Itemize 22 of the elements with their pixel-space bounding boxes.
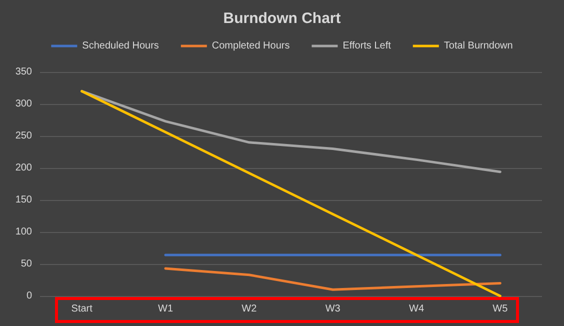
y-tick-label: 200 [15, 162, 32, 174]
legend-label: Efforts Left [342, 40, 392, 52]
x-tick-label: W1 [158, 304, 174, 314]
legend-label: Total Burndown [444, 40, 513, 52]
x-tick-label: W3 [325, 304, 341, 314]
line-series [80, 90, 502, 174]
y-tick-label: 150 [15, 194, 32, 206]
x-tick-label: Start [71, 304, 93, 314]
x-tick-label: W5 [492, 304, 508, 314]
y-tick-label: 350 [15, 66, 32, 78]
legend-label: Completed Hours [212, 40, 290, 52]
x-tick-label: W4 [409, 304, 424, 314]
y-tick-label: 100 [15, 226, 32, 238]
x-tick-label: W2 [242, 304, 258, 314]
y-tick-label: 50 [20, 258, 32, 270]
line-series [80, 90, 502, 298]
line-series [164, 267, 502, 291]
y-tick-label: 300 [15, 98, 32, 110]
y-tick-label: 250 [15, 130, 32, 142]
legend-label: Scheduled Hours [82, 40, 159, 52]
chart-title: Burndown Chart [223, 10, 341, 27]
y-tick-label: 0 [26, 290, 32, 302]
